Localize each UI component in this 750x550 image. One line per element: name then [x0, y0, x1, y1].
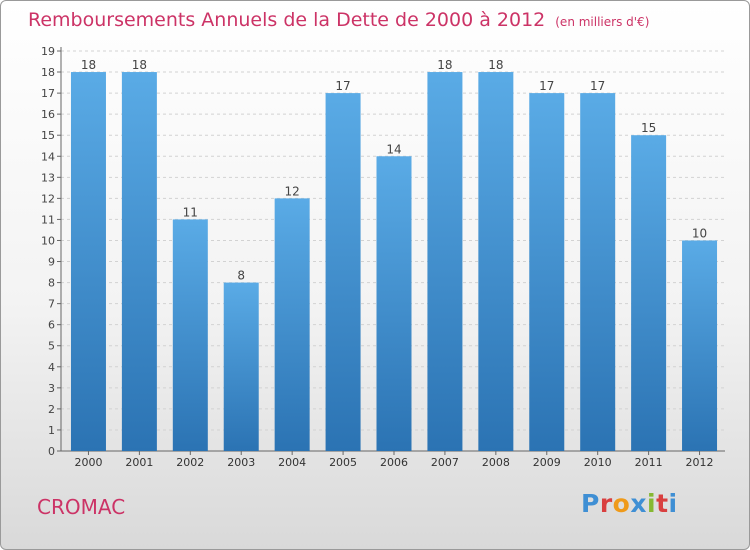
bar-value-label: 18	[132, 58, 147, 72]
bar-value-label: 15	[641, 121, 656, 135]
logo-letter: i	[668, 489, 678, 518]
x-tick-label: 2003	[227, 456, 255, 469]
x-tick-label: 2009	[533, 456, 561, 469]
y-tick-label: 3	[48, 382, 55, 395]
y-tick-label: 8	[48, 277, 55, 290]
bar-2005	[325, 93, 361, 452]
bar-2009	[529, 93, 565, 452]
bar-2010	[580, 93, 616, 452]
y-tick-label: 19	[41, 45, 55, 58]
bar-value-label: 18	[437, 58, 452, 72]
bar-value-label: 12	[285, 184, 300, 198]
x-tick-label: 2010	[584, 456, 612, 469]
y-tick-label: 14	[41, 150, 55, 163]
bar-2000	[70, 72, 106, 451]
x-tick-label: 2011	[635, 456, 663, 469]
data-labels: 18 18 11 8 12 17 14 18 18 17 17 15 10	[81, 58, 707, 283]
bar-value-label: 18	[81, 58, 96, 72]
x-tick-label: 2007	[431, 456, 459, 469]
x-tick-label: 2004	[278, 456, 306, 469]
proxiti-logo: Proxiti	[581, 489, 678, 518]
bar-value-label: 8	[237, 269, 245, 283]
chart-title: Remboursements Annuels de la Dette de 20…	[28, 9, 649, 31]
y-tick-label: 1	[48, 424, 55, 437]
y-tick-label: 9	[48, 256, 55, 269]
y-tick-label: 0	[48, 445, 55, 458]
y-tick-label: 16	[41, 108, 55, 121]
logo-letter: t	[656, 489, 669, 518]
y-tick-label: 10	[41, 234, 55, 247]
x-tick-label: 2012	[686, 456, 714, 469]
logo-letter: r	[599, 489, 613, 518]
bar-value-label: 18	[488, 58, 503, 72]
logo-letter: x	[630, 489, 647, 518]
bar-2001	[121, 72, 157, 451]
y-tick-label: 12	[41, 192, 55, 205]
y-tick-label: 17	[41, 87, 55, 100]
y-tick-label: 18	[41, 66, 55, 79]
bar-2003	[223, 282, 259, 451]
chart-title-text: Remboursements Annuels de la Dette de 20…	[28, 9, 546, 31]
y-tick-label: 13	[41, 171, 55, 184]
bar-2004	[274, 198, 310, 451]
bars	[70, 72, 718, 452]
y-tick-label: 7	[48, 298, 55, 311]
logo-letter: P	[581, 489, 600, 518]
y-tick-label: 4	[48, 361, 55, 374]
bar-value-label: 17	[590, 79, 605, 93]
unit-note: (en milliers d'€)	[555, 15, 650, 29]
x-tick-label: 2000	[74, 456, 102, 469]
bar-2011	[631, 135, 667, 452]
bar-2012	[682, 240, 718, 451]
bar-2008	[478, 72, 514, 451]
y-tick-label: 2	[48, 403, 55, 416]
y-tick-label: 6	[48, 319, 55, 332]
bar-2006	[376, 156, 412, 451]
y-tick-label: 5	[48, 340, 55, 353]
bar-value-label: 10	[692, 226, 707, 240]
x-tick-label: 2006	[380, 456, 408, 469]
x-tick-label: 2008	[482, 456, 510, 469]
logo-letter: i	[647, 489, 657, 518]
x-tick-label: 2005	[329, 456, 357, 469]
x-tick-label: 2002	[176, 456, 204, 469]
bar-2007	[427, 72, 463, 451]
y-tick-label: 15	[41, 129, 55, 142]
bar-value-label: 17	[539, 79, 554, 93]
logo-letter: o	[612, 489, 631, 518]
commune-name: CROMAC	[37, 495, 126, 519]
bar-value-label: 11	[183, 205, 198, 219]
bar-value-label: 17	[335, 79, 350, 93]
bar-2002	[172, 219, 208, 451]
y-tick-label: 11	[41, 213, 55, 226]
bar-value-label: 14	[386, 142, 401, 156]
x-tick-label: 2001	[125, 456, 153, 469]
